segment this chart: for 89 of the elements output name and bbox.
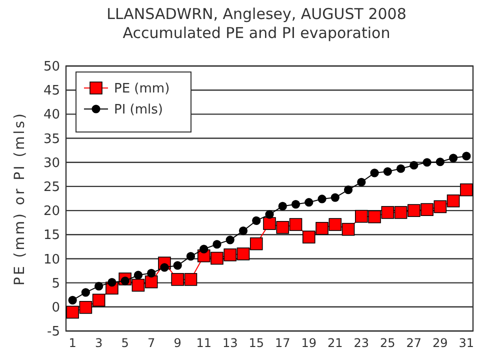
- point: [434, 200, 447, 214]
- x-tick-label: 15: [248, 336, 264, 350]
- point: [186, 252, 196, 261]
- chart-title: LLANSADWRN, Anglesey, AUGUST 2008: [106, 5, 406, 23]
- point: [328, 218, 342, 231]
- point: [252, 216, 261, 225]
- point: [173, 261, 182, 270]
- point: [236, 248, 250, 260]
- y-tick-label: 10: [43, 252, 60, 268]
- point: [302, 230, 316, 244]
- y-tick-label: 25: [43, 180, 60, 196]
- point: [383, 167, 392, 176]
- point: [381, 206, 394, 219]
- x-tick-label: 7: [148, 336, 156, 350]
- x-tick-label: 27: [406, 336, 422, 350]
- y-tick-label: 15: [43, 228, 60, 244]
- point: [460, 183, 473, 196]
- point: [66, 306, 79, 319]
- x-tick-label: 29: [432, 336, 448, 350]
- point: [226, 236, 234, 244]
- point: [304, 198, 314, 207]
- y-axis-title: PE (mm) or PI (mls): [12, 112, 28, 286]
- point: [291, 200, 300, 209]
- y-tick-label: 0: [52, 300, 60, 316]
- point: [420, 203, 434, 216]
- y-tick-label: -5: [47, 324, 60, 340]
- x-tick-label: 13: [222, 336, 238, 350]
- x-tick-label: 11: [196, 336, 212, 350]
- point: [342, 222, 355, 236]
- y-tick-label: 5: [52, 276, 60, 292]
- x-tick-label: 5: [121, 336, 129, 350]
- x-tick-label: 21: [328, 336, 343, 350]
- point: [396, 164, 406, 173]
- point: [200, 244, 208, 254]
- legend-label: PI (mls): [114, 102, 163, 118]
- y-tick-label: 40: [43, 108, 60, 123]
- point: [171, 273, 184, 286]
- point: [210, 252, 224, 265]
- point: [250, 237, 263, 250]
- point: [132, 278, 145, 292]
- chart-subtitle: Accumulated PE and PI evaporation: [122, 24, 390, 42]
- point: [108, 278, 116, 287]
- point: [422, 158, 432, 167]
- point: [278, 202, 287, 211]
- point: [316, 222, 328, 235]
- point: [276, 221, 290, 234]
- point: [184, 273, 198, 286]
- point: [94, 282, 104, 290]
- point: [446, 194, 460, 208]
- point: [265, 210, 274, 219]
- point: [318, 194, 326, 204]
- point: [92, 294, 106, 307]
- point: [370, 168, 379, 178]
- point: [330, 193, 340, 202]
- point: [394, 206, 408, 219]
- point: [408, 204, 420, 217]
- x-tick-label: 1: [68, 336, 76, 350]
- x-tick-label: 31: [458, 336, 474, 350]
- point: [238, 226, 248, 236]
- y-tick-label: 45: [43, 84, 60, 99]
- y-tick-label: 35: [43, 132, 60, 147]
- point: [81, 288, 90, 297]
- point: [368, 210, 381, 224]
- point: [449, 154, 458, 162]
- point: [68, 296, 77, 304]
- point: [79, 300, 92, 314]
- x-tick-label: 9: [174, 336, 182, 350]
- point: [410, 160, 418, 170]
- x-tick-label: 19: [301, 336, 317, 350]
- x-tick-label: 3: [95, 336, 103, 350]
- point: [357, 178, 366, 186]
- point: [436, 158, 444, 166]
- point: [147, 268, 156, 278]
- x-tick-label: 17: [274, 336, 290, 350]
- x-tick-label: 25: [380, 336, 396, 350]
- point: [134, 270, 143, 280]
- point: [263, 217, 276, 230]
- y-tick-label: 30: [43, 156, 60, 171]
- point: [355, 210, 368, 223]
- point: [462, 152, 471, 160]
- point: [212, 240, 222, 249]
- legend-label: PE (mm): [114, 82, 170, 97]
- y-tick-label: 50: [43, 60, 60, 75]
- point: [224, 248, 237, 262]
- y-tick-label: 20: [43, 204, 60, 220]
- point: [144, 275, 158, 288]
- point: [289, 218, 302, 231]
- x-tick-label: 23: [354, 336, 370, 350]
- point: [344, 186, 353, 194]
